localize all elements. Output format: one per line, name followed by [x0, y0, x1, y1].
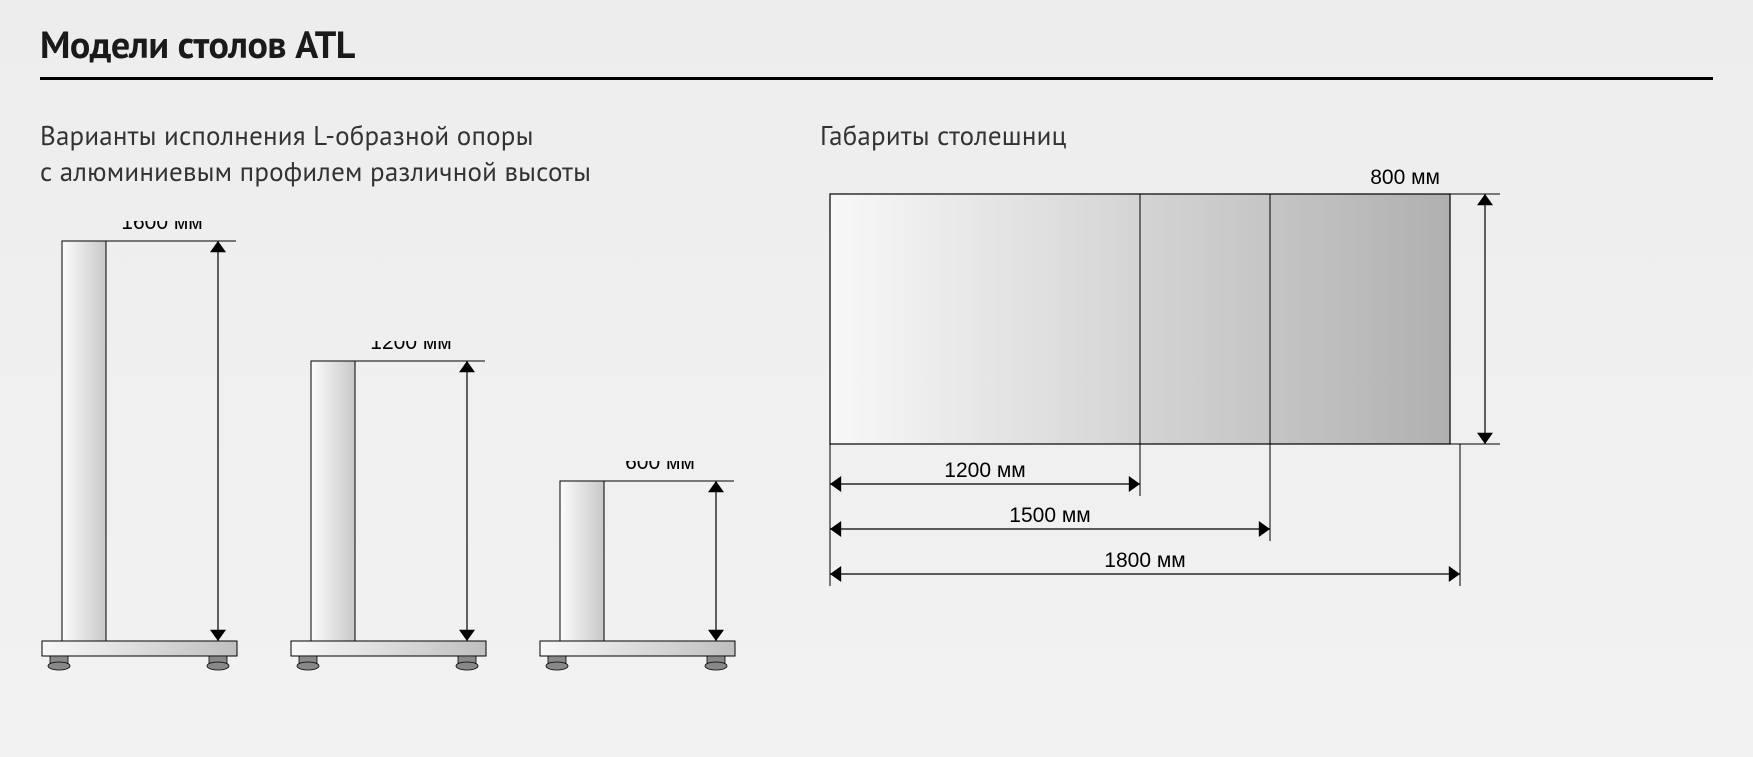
svg-text:1800 мм: 1800 мм	[1104, 549, 1185, 572]
svg-text:1200 мм: 1200 мм	[370, 341, 451, 354]
content-row: Варианты исполнения L-образной опоры с а…	[40, 118, 1713, 676]
supports-heading: Варианты исполнения L-образной опоры с а…	[40, 118, 760, 191]
supports-row: 1600 мм 1200 мм	[40, 221, 760, 676]
svg-text:1200 мм: 1200 мм	[944, 459, 1025, 482]
supports-column: Варианты исполнения L-образной опоры с а…	[40, 118, 760, 676]
svg-text:600 мм: 600 мм	[625, 461, 695, 474]
support-diagram: 600 мм	[538, 461, 763, 676]
page-title: Модели столов ATL	[40, 20, 1713, 80]
support-diagram: 1200 мм	[289, 341, 514, 676]
tabletop-column: Габариты столешниц 800 мм 1200 мм	[820, 118, 1713, 676]
svg-text:1600 мм: 1600 мм	[121, 221, 202, 234]
tabletop-heading: Габариты столешниц	[820, 118, 1713, 154]
heading-line: Варианты исполнения L-образной опоры	[40, 119, 534, 153]
svg-text:1500 мм: 1500 мм	[1009, 504, 1090, 527]
svg-text:800 мм: 800 мм	[1370, 166, 1440, 189]
tabletop-diagram: 800 мм 1200 мм 1500 мм	[820, 164, 1713, 644]
heading-line: с алюминиевым профилем различной высоты	[40, 155, 591, 189]
support-diagram: 1600 мм	[40, 221, 265, 676]
